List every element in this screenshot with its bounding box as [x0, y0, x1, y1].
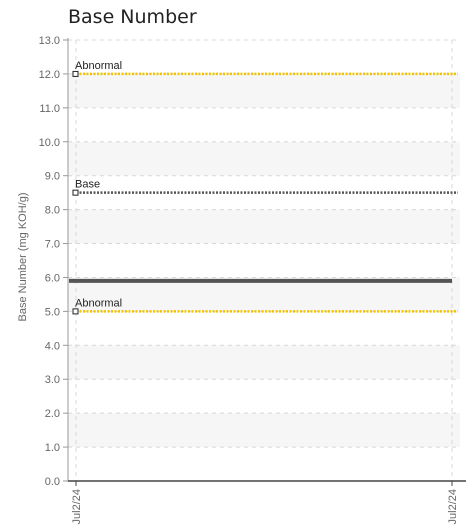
y-tick-label: 1.0 — [45, 442, 60, 454]
reference-line-label: Base — [75, 179, 100, 191]
gridlines — [68, 39, 460, 481]
band — [68, 345, 460, 380]
reference-marker — [72, 70, 79, 77]
y-tick-label: 0.0 — [45, 476, 60, 488]
y-axis-label: Base Number (mg KOH/g) — [17, 193, 29, 322]
reference-marker — [72, 308, 79, 315]
background-bands — [68, 73, 460, 448]
y-tick-label: 11.0 — [39, 103, 60, 115]
y-tick-label: 4.0 — [45, 340, 60, 352]
x-tick-label: Jul2/24 — [447, 489, 459, 524]
y-tick-label: 8.0 — [45, 205, 60, 217]
band — [68, 73, 460, 108]
y-tick-label: 2.0 — [45, 408, 60, 420]
chart-title: Base Number — [68, 6, 197, 28]
y-tick-label: 10.0 — [39, 137, 60, 149]
reference-marker — [72, 189, 79, 196]
y-tick-label: 3.0 — [45, 374, 60, 386]
y-tick-label: 5.0 — [45, 306, 60, 318]
band — [68, 277, 460, 312]
y-tick-label: 12.0 — [39, 69, 60, 81]
reference-line-label: Abnormal — [75, 60, 122, 72]
y-tick-label: 7.0 — [45, 239, 60, 251]
x-tick-label: Jul2/24 — [71, 489, 83, 524]
reference-lines: Abnormal Base Abnormal — [72, 60, 458, 315]
reference-line-label: Abnormal — [75, 297, 122, 309]
band — [68, 209, 460, 244]
band — [68, 141, 460, 176]
x-axis: Jul2/24 Jul2/24 — [68, 480, 466, 524]
y-tick-label: 13.0 — [39, 35, 60, 47]
y-axis: 0.0 1.0 2.0 3.0 4.0 5.0 6.0 7.0 8.0 9.0 10.0 11.0 12… — [39, 35, 69, 488]
band — [68, 413, 460, 448]
y-tick-label: 9.0 — [45, 171, 60, 183]
y-tick-label: 6.0 — [45, 272, 60, 284]
